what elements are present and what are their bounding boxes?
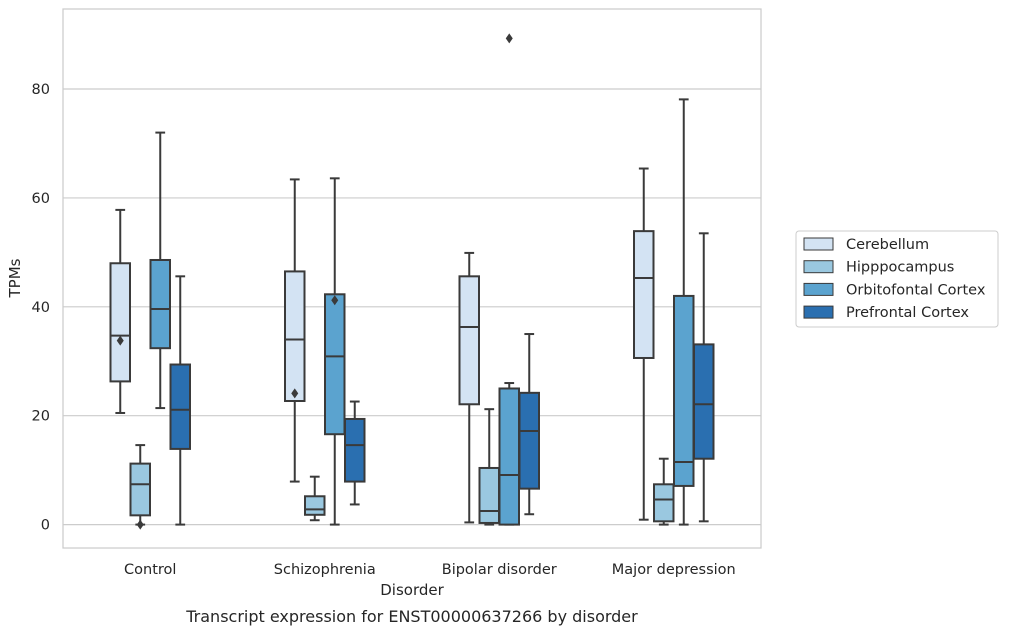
y-tick-labels: 0 20 40 60 80 [32, 82, 50, 534]
box-series [109, 33, 715, 530]
x-tick-label: Control [124, 562, 176, 578]
outlier-point [505, 33, 513, 44]
x-tick-label: Bipolar disorder [442, 562, 557, 578]
x-tick-label: Schizophrenia [274, 562, 376, 578]
legend: Cerebellum Hipppocampus Orbitofontal Corte… [795, 230, 999, 328]
y-tick-label: 20 [32, 409, 50, 425]
y-axis-title: TPMs [6, 258, 24, 298]
iqr-box [129, 462, 151, 517]
legend-frame [795, 230, 999, 328]
iqr-box [693, 343, 715, 460]
iqr-box [498, 387, 520, 526]
box-cerebellum [284, 178, 306, 483]
outlier-point [136, 519, 144, 530]
legend-label: Cerebellum [846, 237, 929, 253]
iqr-box [673, 294, 695, 487]
iqr-box [653, 483, 675, 523]
box-hipppocampus [653, 457, 675, 526]
iqr-box [304, 495, 326, 516]
outlier-point [291, 388, 299, 399]
box-prefrontal-cortex [169, 275, 191, 526]
box-hipppocampus [304, 475, 326, 522]
box-orbitofontal-cortex [498, 33, 520, 526]
x-tick-labels: Control Schizophrenia Bipolar disorder Majo… [124, 562, 736, 578]
legend-label: Prefrontal Cortex [846, 305, 969, 321]
plot-frame [62, 8, 762, 549]
chart-caption: Transcript expression for ENST0000063726… [185, 607, 638, 626]
box-prefrontal-cortex [518, 333, 540, 516]
box-hipppocampus [478, 408, 500, 526]
legend-swatch [803, 237, 834, 251]
box-cerebellum [458, 251, 480, 524]
iqr-box [109, 262, 131, 383]
outlier-point [116, 335, 124, 346]
iqr-box [284, 270, 306, 402]
iqr-box [633, 230, 655, 359]
box-orbitofontal-cortex [324, 177, 346, 526]
box-prefrontal-cortex [344, 400, 366, 506]
legend-swatch [803, 305, 834, 319]
box-cerebellum [109, 208, 131, 414]
legend-swatch [803, 260, 834, 274]
box-cerebellum [633, 167, 655, 521]
box-prefrontal-cortex [693, 232, 715, 523]
iqr-box [324, 293, 346, 436]
iqr-box [169, 363, 191, 450]
legend-label: Hipppocampus [846, 260, 954, 276]
box-hipppocampus [129, 444, 151, 530]
legend-label: Orbitofontal Cortex [846, 282, 986, 298]
y-tick-label: 80 [32, 82, 50, 98]
box-orbitofontal-cortex [149, 131, 171, 410]
x-tick-label: Major depression [612, 562, 736, 578]
outlier-point [331, 295, 339, 306]
iqr-box [518, 391, 540, 490]
x-axis-title: Disorder [380, 581, 444, 599]
iqr-box [149, 258, 171, 350]
iqr-box [344, 417, 366, 483]
y-tick-label: 0 [41, 518, 50, 534]
legend-swatch [803, 282, 834, 296]
y-tick-label: 60 [32, 191, 50, 207]
iqr-box [458, 275, 480, 406]
y-tick-label: 40 [32, 300, 50, 316]
iqr-box [478, 466, 500, 524]
